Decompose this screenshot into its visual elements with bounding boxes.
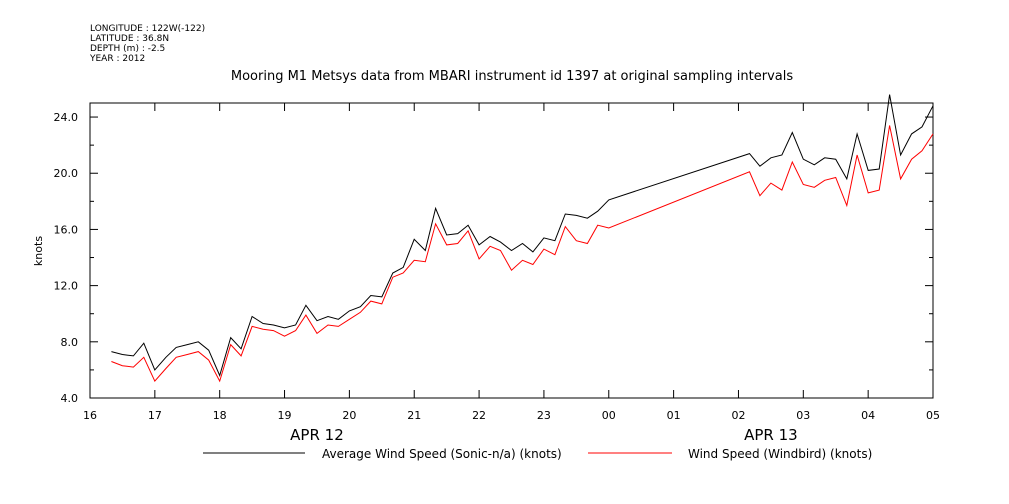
date-label: APR 12 <box>290 426 344 444</box>
meta-year: YEAR : 2012 <box>89 54 145 64</box>
y-tick-label: 8.0 <box>61 336 79 349</box>
series-line <box>111 94 934 377</box>
x-tick-label: 00 <box>602 409 616 422</box>
series-line <box>111 125 934 383</box>
y-tick-label: 4.0 <box>61 392 79 405</box>
meta-latitude: LATITUDE : 36.8N <box>90 34 169 44</box>
x-tick-label: 01 <box>667 409 681 422</box>
x-tick-label: 23 <box>537 409 551 422</box>
x-tick-label: 19 <box>278 409 292 422</box>
axes: 4.0 8.0 12.0 16.0 20.0 24.0 16 17 18 19 20 21 22 23 00… <box>54 103 940 444</box>
x-tick-label: 17 <box>148 409 162 422</box>
x-tick-label: 20 <box>342 409 356 422</box>
x-tick-label: 05 <box>926 409 940 422</box>
x-tick-label: 16 <box>83 409 97 422</box>
y-tick-label: 16.0 <box>54 223 79 236</box>
series-layer <box>111 94 934 383</box>
legend-label: Average Wind Speed (Sonic-n/a) (knots) <box>322 447 562 461</box>
chart-title: Mooring M1 Metsys data from MBARI instru… <box>231 69 793 84</box>
x-tick-label: 03 <box>796 409 810 422</box>
meta-longitude: LONGITUDE : 122W(-122) <box>90 24 205 34</box>
x-tick-label: 21 <box>407 409 421 422</box>
legend: Average Wind Speed (Sonic-n/a) (knots) Wi… <box>203 447 872 461</box>
meta-depth: DEPTH (m) : -2.5 <box>90 44 165 54</box>
date-label: APR 13 <box>744 426 798 444</box>
y-tick-label: 20.0 <box>54 167 79 180</box>
legend-label: Wind Speed (Windbird) (knots) <box>688 447 872 461</box>
x-tick-label: 18 <box>213 409 227 422</box>
x-tick-label: 22 <box>472 409 486 422</box>
plot-frame <box>89 102 934 399</box>
x-tick-label: 02 <box>731 409 745 422</box>
x-tick-label: 04 <box>861 409 875 422</box>
metadata-block: LONGITUDE : 122W(-122) LATITUDE : 36.8N … <box>89 24 205 64</box>
y-tick-label: 24.0 <box>54 111 79 124</box>
y-tick-label: 12.0 <box>54 280 79 293</box>
y-axis-label: knots <box>32 236 45 266</box>
